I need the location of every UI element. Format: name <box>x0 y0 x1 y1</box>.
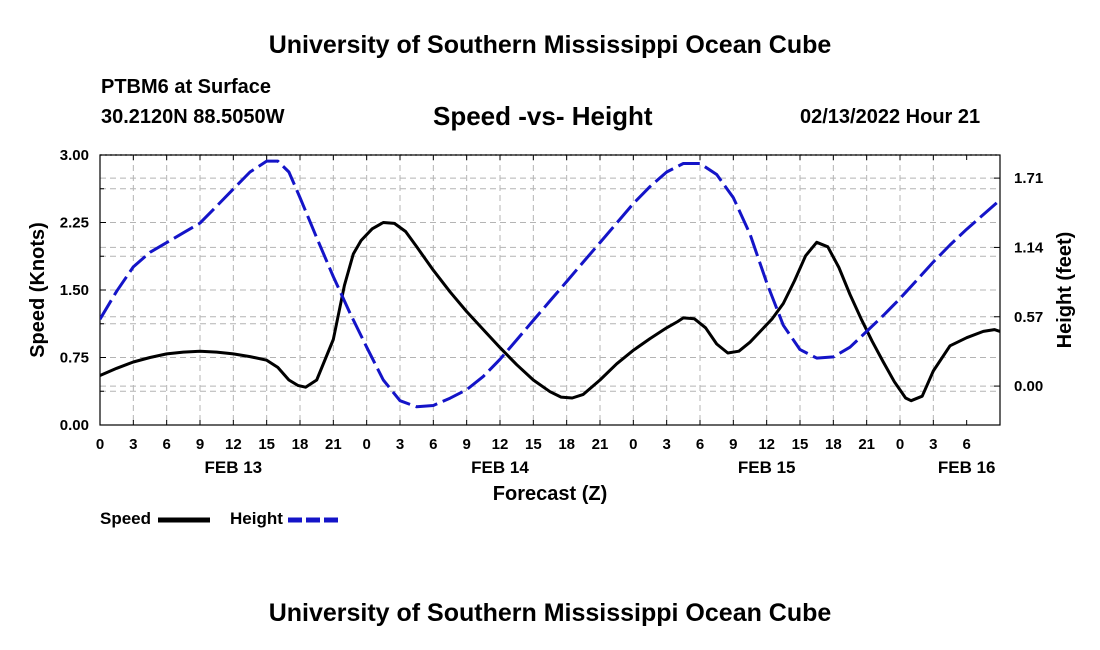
x-tick-label: 0 <box>362 436 370 453</box>
y-right-axis-label: Height (feet) <box>1054 232 1076 349</box>
x-tick-label: 12 <box>225 436 242 453</box>
y-left-tick-label: 0.75 <box>60 350 89 367</box>
x-tick-label: 0 <box>629 436 637 453</box>
x-tick-label: 15 <box>258 436 275 453</box>
x-tick-label: 12 <box>758 436 775 453</box>
y-left-tick-label: 2.25 <box>60 215 89 232</box>
series-line-height <box>100 159 1000 409</box>
x-date-label: FEB 13 <box>205 458 263 477</box>
footer-banner-title: University of Southern Mississippi Ocean… <box>268 599 832 627</box>
x-tick-label: 15 <box>792 436 809 453</box>
x-tick-label: 6 <box>429 436 437 453</box>
legend-height: Height <box>230 509 343 529</box>
x-tick-label: 9 <box>462 436 470 453</box>
y-left-axis-label: Speed (Knots) <box>27 222 49 358</box>
x-tick-label: 21 <box>858 436 875 453</box>
legend-speed-swatch <box>157 517 210 523</box>
x-date-label: FEB 15 <box>738 458 796 477</box>
y-left-tick-label: 0.00 <box>60 417 89 434</box>
x-tick-label: 6 <box>162 436 170 453</box>
x-tick-label: 0 <box>896 436 904 453</box>
x-tick-label: 3 <box>662 436 670 453</box>
x-tick-label: 15 <box>525 436 542 453</box>
chart-title: Speed -vs- Height <box>433 101 653 131</box>
x-date-label: FEB 14 <box>471 458 529 477</box>
y-left-tick-label: 1.50 <box>60 282 89 299</box>
y-right-tick-label: 0.00 <box>1014 378 1043 395</box>
x-tick-label: 18 <box>825 436 842 453</box>
x-tick-label: 6 <box>696 436 704 453</box>
x-tick-label: 9 <box>196 436 204 453</box>
series-line-speed <box>100 221 1000 403</box>
x-tick-label: 3 <box>396 436 404 453</box>
x-tick-label: 18 <box>292 436 309 453</box>
issue-time: 02/13/2022 Hour 21 <box>800 106 981 128</box>
legend-speed: Speed <box>100 509 213 529</box>
station-coordinates: 30.2120N 88.5050W <box>101 106 285 128</box>
y-left-tick-label: 3.00 <box>60 147 89 164</box>
x-axis-label: Forecast (Z) <box>493 483 607 505</box>
legend-height-swatch <box>287 517 340 523</box>
x-tick-label: 3 <box>129 436 137 453</box>
legend-speed-label: Speed <box>100 509 152 528</box>
x-tick-label: 21 <box>325 436 342 453</box>
station-name: PTBM6 at Surface <box>101 76 272 98</box>
x-tick-label: 9 <box>729 436 737 453</box>
x-tick-label: 12 <box>492 436 509 453</box>
x-tick-label: 0 <box>96 436 104 453</box>
x-tick-label: 21 <box>592 436 609 453</box>
y-right-tick-label: 1.71 <box>1014 170 1043 187</box>
y-right-tick-label: 0.57 <box>1014 309 1043 326</box>
x-date-label: FEB 16 <box>938 458 996 477</box>
legend-height-label: Height <box>230 509 283 528</box>
x-tick-label: 3 <box>929 436 937 453</box>
x-tick-label: 6 <box>962 436 970 453</box>
x-tick-label: 18 <box>558 436 575 453</box>
y-right-tick-label: 1.14 <box>1014 239 1044 256</box>
banner-title: University of Southern Mississippi Ocean… <box>268 31 832 59</box>
